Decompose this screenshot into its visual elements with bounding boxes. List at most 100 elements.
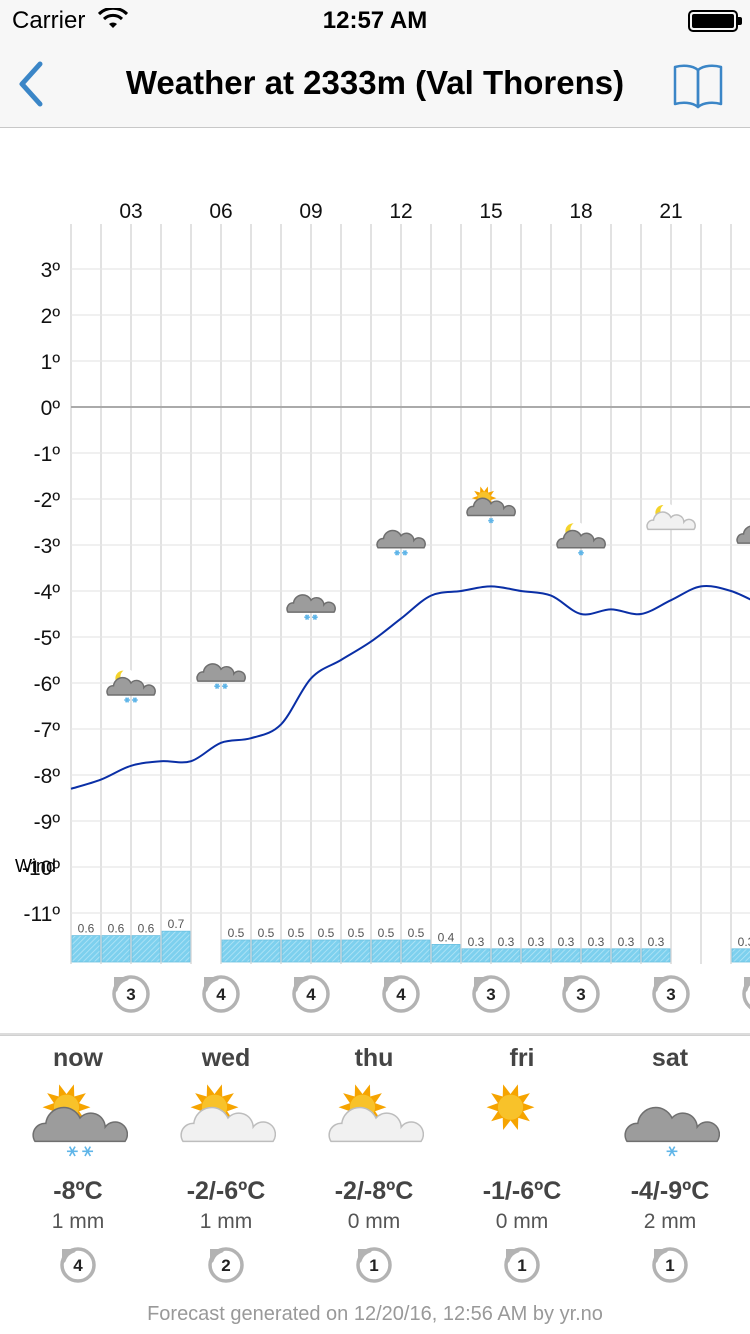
day-precipitation: 0 mm [495,1210,549,1233]
precipitation-label: 0.5 [228,926,245,940]
book-icon[interactable] [670,56,726,112]
precipitation-bar [611,948,641,963]
daily-forecast-wed[interactable]: wed -2/-6ºC 1 mm 2 [152,1036,300,1306]
precipitation-label: 0.6 [138,922,155,936]
wifi-icon [98,8,128,28]
wind-speed: 4 [396,985,406,1004]
y-axis-tick-label: -6º [34,673,61,696]
x-axis-hour-label: 06 [209,200,232,223]
precipitation-label: 0.5 [258,926,275,940]
precipitation-label: 0.3 [618,935,635,949]
wind-indicator: 1 [504,1247,540,1283]
wind-speed: 1 [517,1256,526,1275]
precipitation-label: 0.5 [318,926,335,940]
wind-speed: 4 [216,985,226,1004]
wind-label: Wind [15,856,57,876]
day-temperature: -2/-6ºC [186,1177,266,1205]
cloud-snow-icon [286,594,336,621]
y-axis-tick-label: -7º [34,719,61,742]
precipitation-label: 0.3 [738,935,750,949]
temperature-line [70,585,750,790]
moon-cloud-snow-icon [556,522,606,556]
carrier-label: Carrier [12,7,86,34]
x-axis-hour-label: 15 [479,200,502,223]
day-temperature: -2/-8ºC [334,1177,414,1205]
y-axis-tick-label: -2º [34,489,61,512]
back-chevron-icon[interactable] [10,56,54,112]
daily-forecast-thu[interactable]: thu -2/-8ºC 0 mm 1 [300,1036,448,1306]
day-precipitation: 1 mm [51,1210,105,1233]
precipitation-label: 0.3 [528,935,545,949]
precipitation-bar [401,939,431,963]
precipitation-label: 0.5 [348,926,365,940]
moon-cloud-icon [646,503,696,531]
wind-indicator: 4 [202,975,240,1013]
precipitation-bar [101,935,131,963]
precipitation-label: 0.7 [168,917,185,931]
precipitation-bar [71,935,101,963]
wind-speed: 1 [665,1256,674,1275]
y-axis-tick-label: -11º [24,903,61,926]
sun-cloud-snow-icon [466,486,516,524]
y-axis-tick-label: -9º [34,811,61,834]
y-axis-tick-label: -3º [34,535,61,558]
precipitation-label: 0.3 [468,935,485,949]
precipitation-bar [341,939,371,963]
wind-speed: 3 [486,985,495,1004]
daily-forecast-now[interactable]: now -8ºC 1 mm 4 [4,1036,152,1306]
precipitation-bar [731,948,750,963]
precipitation-label: 0.6 [108,922,125,936]
sun-cloud-snow-icon [32,1084,128,1157]
status-time: 12:57 AM [322,7,428,34]
wind-speed: 1 [369,1256,378,1275]
precipitation-bar [641,948,671,963]
precipitation-bar [461,948,491,963]
wind-indicator: 3 [472,975,510,1013]
wind-indicator: 4 [382,975,420,1013]
y-axis-tick-label: 2º [41,305,61,328]
precipitation-bar [311,939,341,963]
hourly-forecast-chart: 3º 2º 1º 0º -1º -2º -3º -4º -5º -6º -7º -8º -9º -10º -… [0,200,750,1035]
day-name: thu [354,1044,394,1072]
precipitation-label: 0.5 [378,926,395,940]
day-temperature: -1/-6ºC [482,1177,562,1205]
moon-cloud-snow-icon [106,669,156,703]
precipitation-label: 0.3 [498,935,515,949]
precipitation-bar [581,948,611,963]
wind-speed: 3 [666,985,675,1004]
precipitation-label: 0.3 [648,935,665,949]
cloud-snow-icon [624,1106,720,1157]
day-name: fri [509,1044,535,1072]
day-temperature: -4/-9ºC [630,1177,710,1205]
daily-forecast-fri[interactable]: fri -1/-6ºC 0 mm 1 [448,1036,596,1306]
wind-indicator: 4 [292,975,330,1013]
precipitation-bar [251,939,281,963]
wind-indicator: 1 [652,1247,688,1283]
precipitation-bar [221,939,251,963]
x-axis-hour-label: 21 [659,200,682,223]
day-name: wed [201,1044,251,1072]
wind-indicator: 3 [652,975,690,1013]
cloud-snow-icon [376,529,426,556]
x-axis-hour-label: 18 [569,200,592,223]
precipitation-bar [431,944,461,963]
day-name: sat [651,1044,689,1072]
precipitation-bar [131,935,161,963]
wind-speed: 3 [576,985,585,1004]
daily-forecast-sat[interactable]: sat -4/-9ºC 2 mm 1 [596,1036,744,1306]
wind-indicator [742,977,750,1010]
forecast-footer: Forecast generated on 12/20/16, 12:56 AM… [147,1303,603,1325]
wind-indicator: 2 [208,1247,244,1283]
precipitation-label: 0.6 [78,922,95,936]
precipitation-bar [161,930,191,963]
daily-forecast-strip: now -8ºC 1 mm 4 wed -2/-6ºC 1 mm 2 thu -2/-8ºC 0 m… [0,1035,750,1334]
navigation-bar: Weather at 2333m (Val Thorens) [0,40,750,128]
chart-grid [70,224,750,964]
precipitation-label: 0.5 [408,926,425,940]
cloud-snow-icon [196,663,246,690]
x-axis-hour-label: 09 [299,200,322,223]
day-precipitation: 0 mm [347,1210,401,1233]
precipitation-bar [521,948,551,963]
wind-speed: 4 [306,985,316,1004]
battery-icon [688,10,742,32]
